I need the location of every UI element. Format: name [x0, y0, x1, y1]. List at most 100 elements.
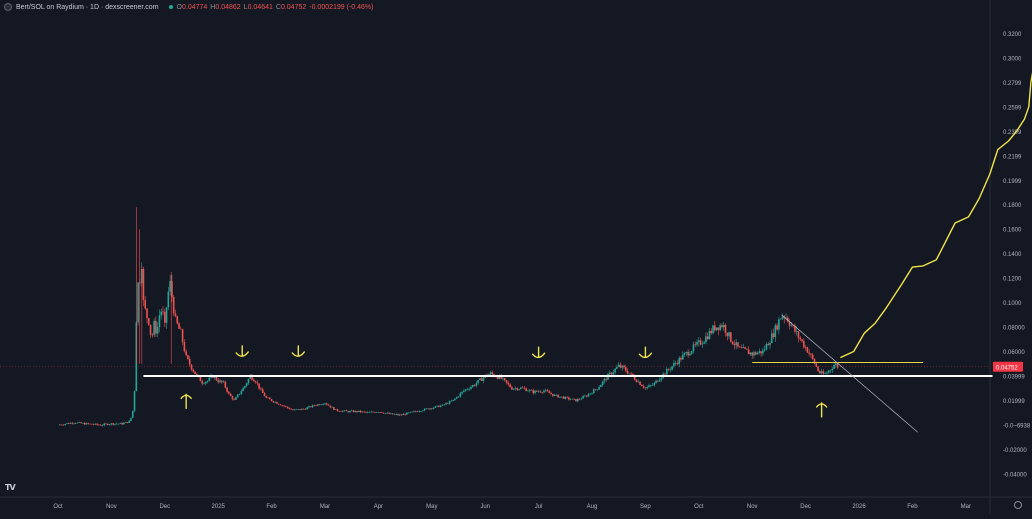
candle	[664, 373, 666, 375]
ohlc-close: C0.04752	[275, 3, 307, 11]
candle	[520, 387, 522, 390]
candle	[272, 401, 275, 403]
candle	[160, 311, 163, 316]
candle	[368, 412, 371, 413]
candle	[835, 363, 837, 366]
candle	[398, 414, 401, 416]
candle	[258, 383, 260, 389]
candle	[730, 332, 732, 342]
candle	[480, 378, 483, 381]
candle	[706, 336, 709, 340]
candle	[683, 353, 686, 355]
y-tick-label: 0.06000	[1003, 350, 1025, 356]
x-tick-label: Mar	[961, 504, 971, 510]
candle	[701, 343, 704, 345]
candle	[381, 412, 383, 413]
candle	[190, 364, 193, 370]
symbol-title[interactable]: Bert/SOL on Raydium · 1D · dexscreener.c…	[16, 3, 159, 11]
candle	[817, 366, 819, 372]
candle	[244, 385, 246, 388]
last-price-tag	[993, 361, 1023, 372]
candle	[114, 423, 116, 425]
candle	[555, 394, 558, 396]
ohlc-readout: O0.04774 H0.04862 L0.04641 C0.04752 -0.0…	[177, 4, 374, 11]
candle	[694, 344, 697, 346]
candle	[406, 412, 408, 415]
candle	[108, 424, 111, 426]
candle	[671, 366, 673, 370]
candle	[528, 389, 531, 391]
candle	[352, 410, 355, 413]
candle	[710, 330, 713, 334]
candle	[575, 399, 577, 402]
candle	[418, 411, 421, 412]
candle	[746, 348, 748, 350]
x-tick-label: Feb	[266, 504, 277, 510]
check-down-icon	[531, 346, 546, 359]
candle	[67, 423, 70, 424]
candle	[708, 330, 711, 340]
candle	[395, 414, 397, 415]
candle	[224, 381, 227, 388]
candle	[414, 411, 417, 412]
candle	[623, 365, 625, 368]
ohlc-high: H0.04862	[210, 3, 241, 11]
candle	[738, 346, 741, 348]
candle	[162, 311, 164, 313]
candle	[240, 391, 243, 394]
candle	[477, 380, 479, 384]
candle	[188, 358, 191, 365]
candle	[336, 409, 339, 411]
candle	[635, 379, 638, 383]
candle	[617, 364, 620, 368]
candle	[89, 423, 91, 425]
candle	[267, 397, 269, 399]
candle	[431, 408, 433, 409]
candle	[795, 331, 798, 332]
candle	[489, 372, 492, 375]
candle	[806, 347, 809, 353]
candle	[167, 291, 170, 308]
candle	[525, 388, 527, 391]
candle	[612, 372, 615, 375]
gear-icon[interactable]	[1014, 501, 1022, 509]
candle	[491, 372, 494, 375]
candle	[836, 363, 839, 368]
candle	[249, 375, 252, 379]
candle	[219, 380, 221, 383]
candle	[687, 351, 689, 356]
candle	[698, 340, 700, 342]
candle	[345, 410, 348, 412]
candle	[80, 422, 82, 424]
candle	[103, 423, 106, 426]
candle	[651, 385, 654, 386]
candle	[306, 407, 308, 410]
candle	[420, 411, 422, 412]
candle	[587, 394, 590, 397]
candle	[290, 409, 292, 410]
candle	[550, 393, 552, 395]
candle	[756, 352, 759, 355]
candle	[507, 382, 510, 385]
candle	[146, 308, 148, 319]
candle	[277, 403, 280, 405]
candle	[169, 281, 171, 292]
candle	[180, 328, 182, 330]
candle	[172, 297, 175, 314]
candle	[124, 422, 127, 423]
candle	[201, 381, 203, 384]
candle	[776, 325, 778, 330]
candle	[616, 367, 618, 369]
candle	[728, 332, 730, 337]
candle	[527, 390, 529, 392]
candle	[498, 375, 501, 379]
candle	[454, 398, 456, 400]
candle	[788, 321, 791, 326]
candle	[769, 342, 771, 346]
candle	[302, 408, 305, 410]
candle	[91, 423, 93, 425]
x-tick-label: May	[426, 504, 437, 510]
x-tick-label: Feb	[907, 504, 918, 510]
